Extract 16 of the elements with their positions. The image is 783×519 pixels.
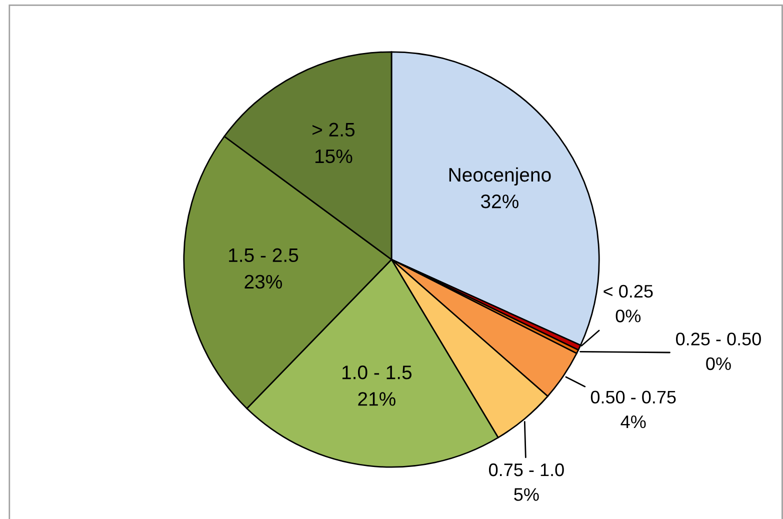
data-label: 5%: [514, 488, 539, 501]
slice-label: 1.0 - 1.5: [342, 366, 412, 380]
data-label: 32%: [480, 194, 518, 208]
data-label: 15%: [315, 149, 352, 164]
data-label: 4%: [620, 416, 646, 428]
slice-label: < 0.25: [604, 284, 653, 298]
slice-label: Neocenjeno: [449, 167, 551, 186]
slice-label: > 2.5: [312, 122, 355, 137]
data-label: 21%: [358, 392, 396, 406]
data-label: 0%: [616, 310, 641, 322]
slice-label: 1.5 - 2.5: [229, 248, 298, 262]
slice-label: 0.50 - 0.75: [590, 390, 676, 404]
data-label: 23%: [244, 274, 282, 289]
slice-label: 0.25 - 0.50: [676, 332, 761, 346]
data-label: 0%: [706, 357, 731, 370]
slice-label: 0.75 - 1.0: [489, 463, 564, 476]
